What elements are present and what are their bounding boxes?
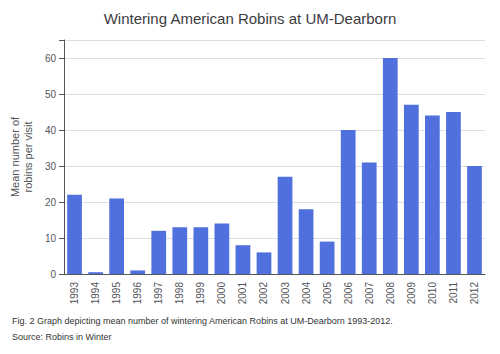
svg-text:2007: 2007 (364, 282, 375, 305)
svg-text:60: 60 (45, 53, 57, 64)
svg-text:1999: 1999 (195, 282, 206, 305)
svg-text:2004: 2004 (301, 282, 312, 305)
svg-text:2006: 2006 (343, 282, 354, 305)
svg-text:40: 40 (45, 125, 57, 136)
svg-text:Source: Robins in Winter: Source: Robins in Winter (12, 332, 112, 342)
svg-text:2000: 2000 (216, 282, 227, 305)
svg-text:1996: 1996 (132, 282, 143, 305)
svg-text:2001: 2001 (237, 282, 248, 305)
svg-text:30: 30 (45, 161, 57, 172)
svg-text:2009: 2009 (406, 282, 417, 305)
svg-text:0: 0 (50, 269, 56, 280)
svg-text:1998: 1998 (174, 282, 185, 305)
svg-text:20: 20 (45, 197, 57, 208)
svg-text:robins per visit: robins per visit (22, 122, 34, 193)
svg-text:2012: 2012 (469, 282, 480, 305)
svg-text:2003: 2003 (280, 282, 291, 305)
svg-text:10: 10 (45, 233, 57, 244)
svg-text:Wintering American Robins at U: Wintering American Robins at UM-Dearborn (104, 10, 397, 27)
svg-text:2002: 2002 (258, 282, 269, 305)
svg-text:Fig. 2 Graph depicting mean nu: Fig. 2 Graph depicting mean number of wi… (12, 316, 393, 326)
svg-text:2005: 2005 (322, 282, 333, 305)
svg-text:2010: 2010 (427, 282, 438, 305)
svg-text:1993: 1993 (69, 282, 80, 305)
svg-text:2008: 2008 (385, 282, 396, 305)
svg-text:1997: 1997 (153, 282, 164, 305)
svg-text:2011: 2011 (448, 282, 459, 304)
svg-text:1994: 1994 (90, 282, 101, 305)
svg-text:50: 50 (45, 89, 57, 100)
svg-text:Mean number of: Mean number of (9, 116, 21, 197)
svg-text:1995: 1995 (111, 282, 122, 305)
